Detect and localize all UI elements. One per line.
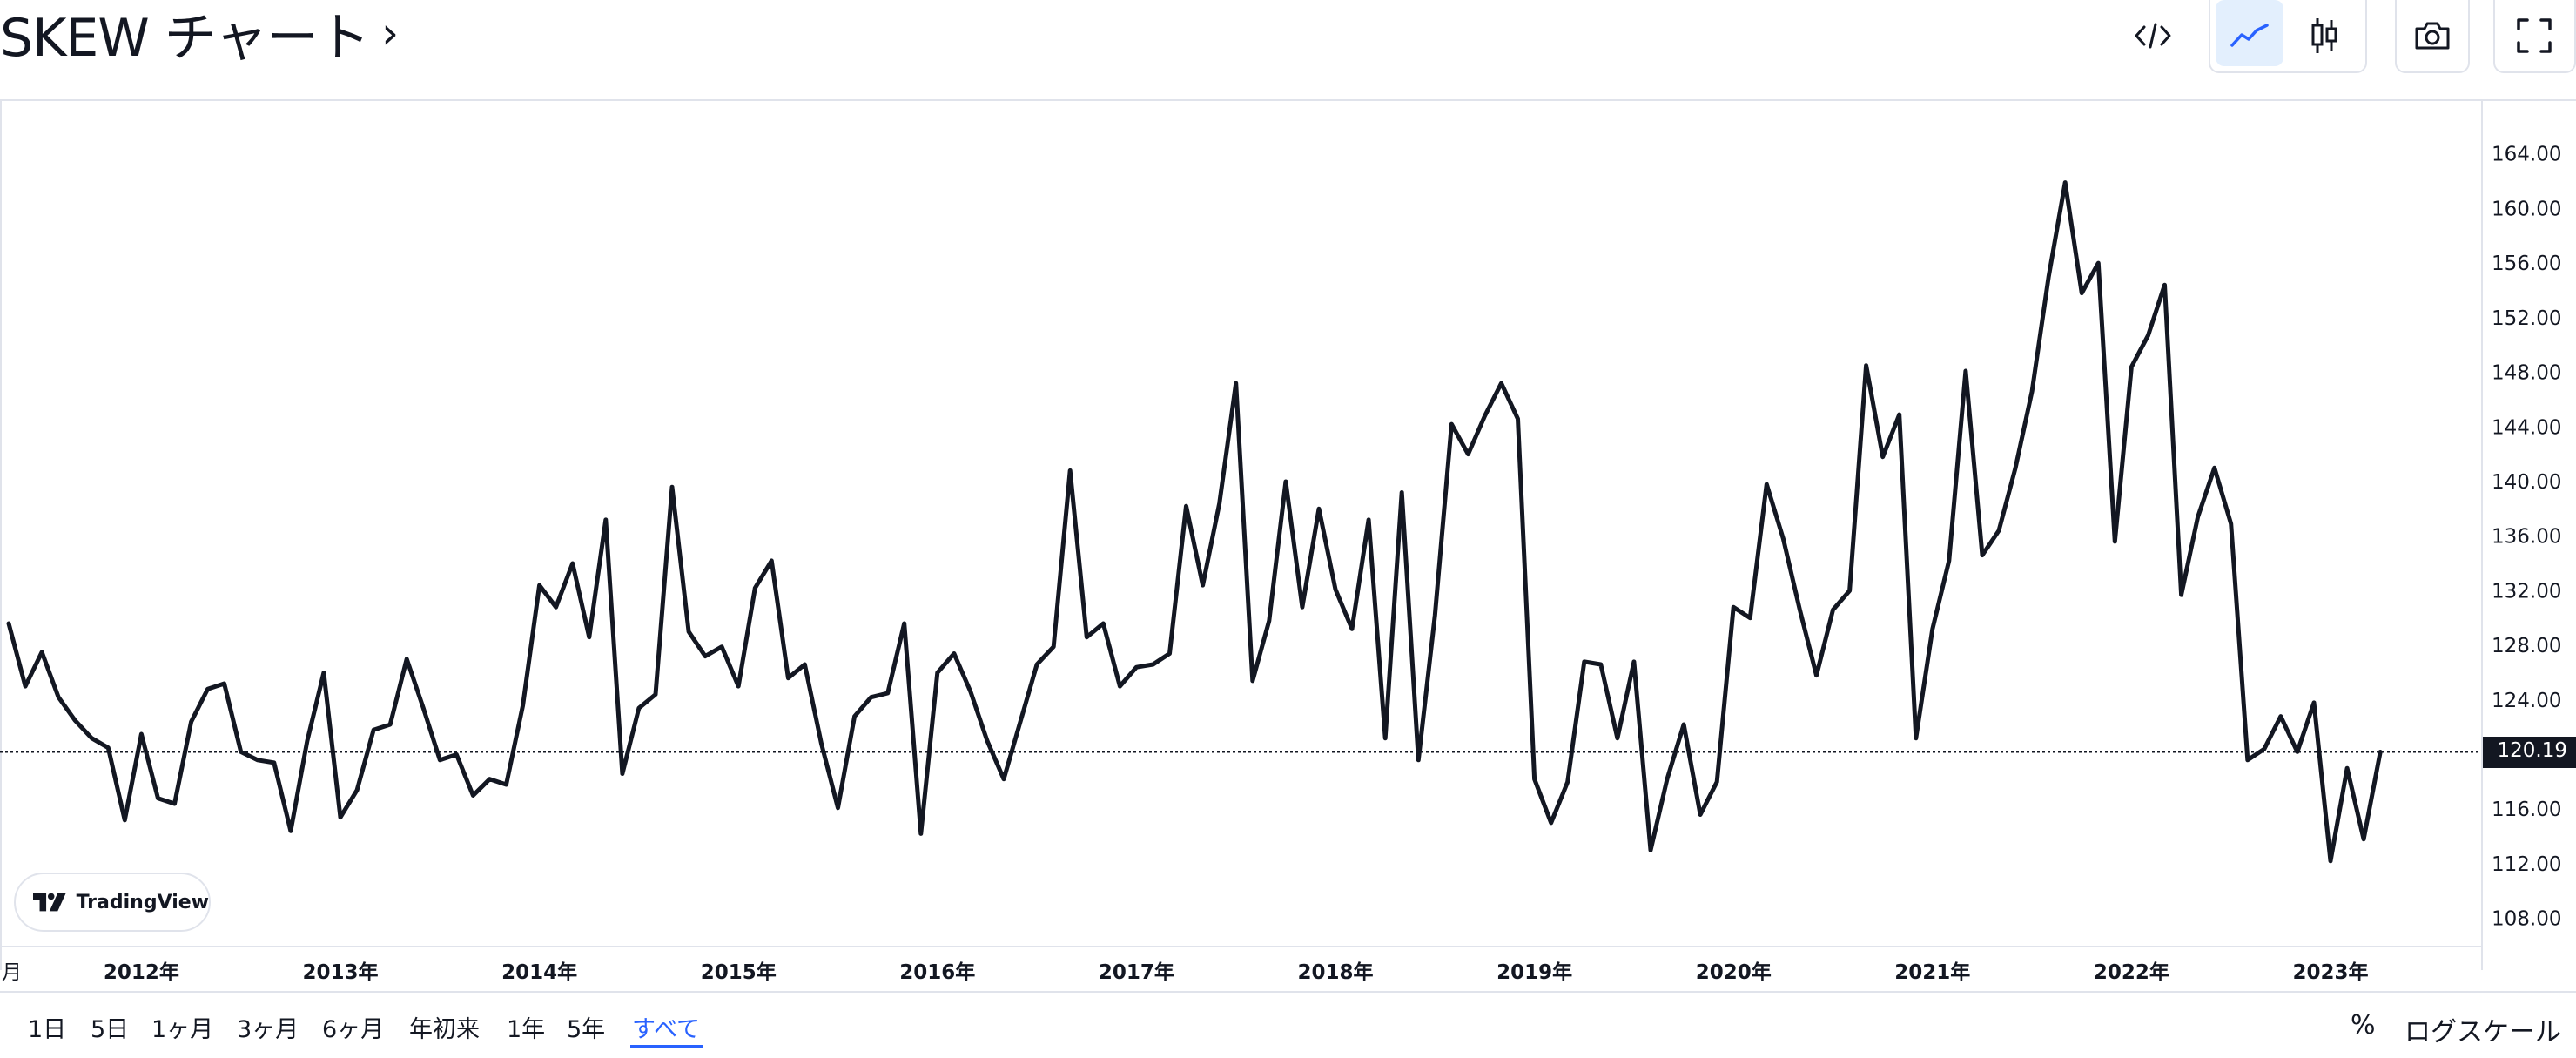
candlestick-button[interactable] (2290, 0, 2358, 71)
price-axis-border (2481, 99, 2483, 970)
x-tick-label: 2013年 (302, 960, 378, 984)
y-tick-label: 140.00 (2492, 471, 2561, 494)
range-button[interactable]: 5年 (567, 1016, 606, 1043)
x-tick-label: 2020年 (1696, 960, 1772, 984)
range-button[interactable]: 3ヶ月 (237, 1016, 299, 1043)
tradingview-text: TradingView (76, 891, 209, 913)
range-toolbar (0, 991, 2576, 1058)
camera-icon (2415, 22, 2450, 50)
y-tick-label: 156.00 (2492, 253, 2561, 275)
percent-toggle[interactable]: % (2351, 1010, 2376, 1041)
embed-code-button[interactable] (2119, 0, 2187, 71)
price-axis[interactable]: 108.00112.00116.00120.00124.00128.00132.… (2492, 144, 2561, 931)
chart-type-group (2209, 0, 2367, 73)
y-tick-label: 152.00 (2492, 307, 2561, 330)
series-line (6, 180, 2383, 864)
fullscreen-group (2493, 0, 2576, 73)
candlestick-icon (2311, 18, 2337, 53)
range-button[interactable]: 1年 (507, 1016, 546, 1043)
time-axis[interactable]: 2012年 2013年 2014年 2015年 2016年 2017年 2018年 2019年… (104, 960, 2369, 984)
chart-pane[interactable] (0, 99, 2576, 970)
fullscreen-button[interactable] (2497, 0, 2572, 71)
y-tick-label: 128.00 (2492, 635, 2561, 657)
screenshot-group (2395, 0, 2470, 73)
x-tick-label: 2022年 (2094, 960, 2169, 984)
y-tick-label: 132.00 (2492, 580, 2561, 603)
line-chart-button[interactable] (2216, 0, 2283, 71)
x-tick-label: 2017年 (1099, 960, 1174, 984)
y-tick-label: 108.00 (2492, 908, 2561, 931)
y-tick-label: 136.00 (2492, 526, 2561, 549)
x-tick-label: 2018年 (1297, 960, 1373, 984)
line-chart-icon (2230, 24, 2269, 47)
interval-label: 月 (2, 961, 22, 984)
chevron-right-icon: › (381, 8, 399, 58)
range-button[interactable]: 1ヶ月 (151, 1016, 214, 1043)
y-tick-label: 148.00 (2492, 362, 2561, 385)
range-button[interactable]: すべて (632, 1016, 701, 1043)
range-button[interactable]: 1日 (28, 1016, 67, 1043)
x-tick-label: 2012年 (104, 960, 179, 984)
active-range-underline (630, 1045, 703, 1048)
screenshot-button[interactable] (2398, 0, 2467, 71)
x-tick-label: 2016年 (899, 960, 975, 984)
x-tick-label: 2019年 (1497, 960, 1572, 984)
y-tick-label: 160.00 (2492, 198, 2561, 220)
chart-title-link[interactable]: SKEW チャート › (0, 0, 399, 69)
y-tick-label: 124.00 (2492, 690, 2561, 712)
range-button[interactable]: 5日 (91, 1016, 130, 1043)
last-value-label: 120.19 (2497, 738, 2567, 762)
last-value-tag: 120.19 (2483, 736, 2576, 768)
chart-title: SKEW チャート (0, 7, 370, 69)
y-tick-label: 112.00 (2492, 853, 2561, 876)
code-icon (2135, 23, 2171, 49)
x-tick-label: 2015年 (701, 960, 777, 984)
y-tick-label: 164.00 (2492, 144, 2561, 166)
time-axis-border (0, 946, 2481, 947)
chart-header: SKEW チャート › (0, 0, 2576, 73)
fullscreen-icon (2517, 18, 2552, 53)
range-button[interactable]: 年初来 (409, 1016, 480, 1043)
tradingview-watermark[interactable]: TradingView (14, 873, 211, 932)
chart-svg: 108.00112.00116.00120.00124.00128.00132.… (0, 144, 2561, 984)
range-button[interactable]: 6ヶ月 (322, 1016, 385, 1043)
y-tick-label: 116.00 (2492, 799, 2561, 821)
x-tick-label: 2014年 (501, 960, 577, 984)
active-chart-type-highlight (2216, 0, 2283, 66)
x-tick-label: 2021年 (1894, 960, 1970, 984)
x-tick-label: 2023年 (2292, 960, 2368, 984)
log-scale-toggle[interactable]: ログスケール (2404, 1017, 2561, 1048)
y-tick-label: 144.00 (2492, 416, 2561, 439)
tradingview-logo-icon (33, 893, 66, 912)
